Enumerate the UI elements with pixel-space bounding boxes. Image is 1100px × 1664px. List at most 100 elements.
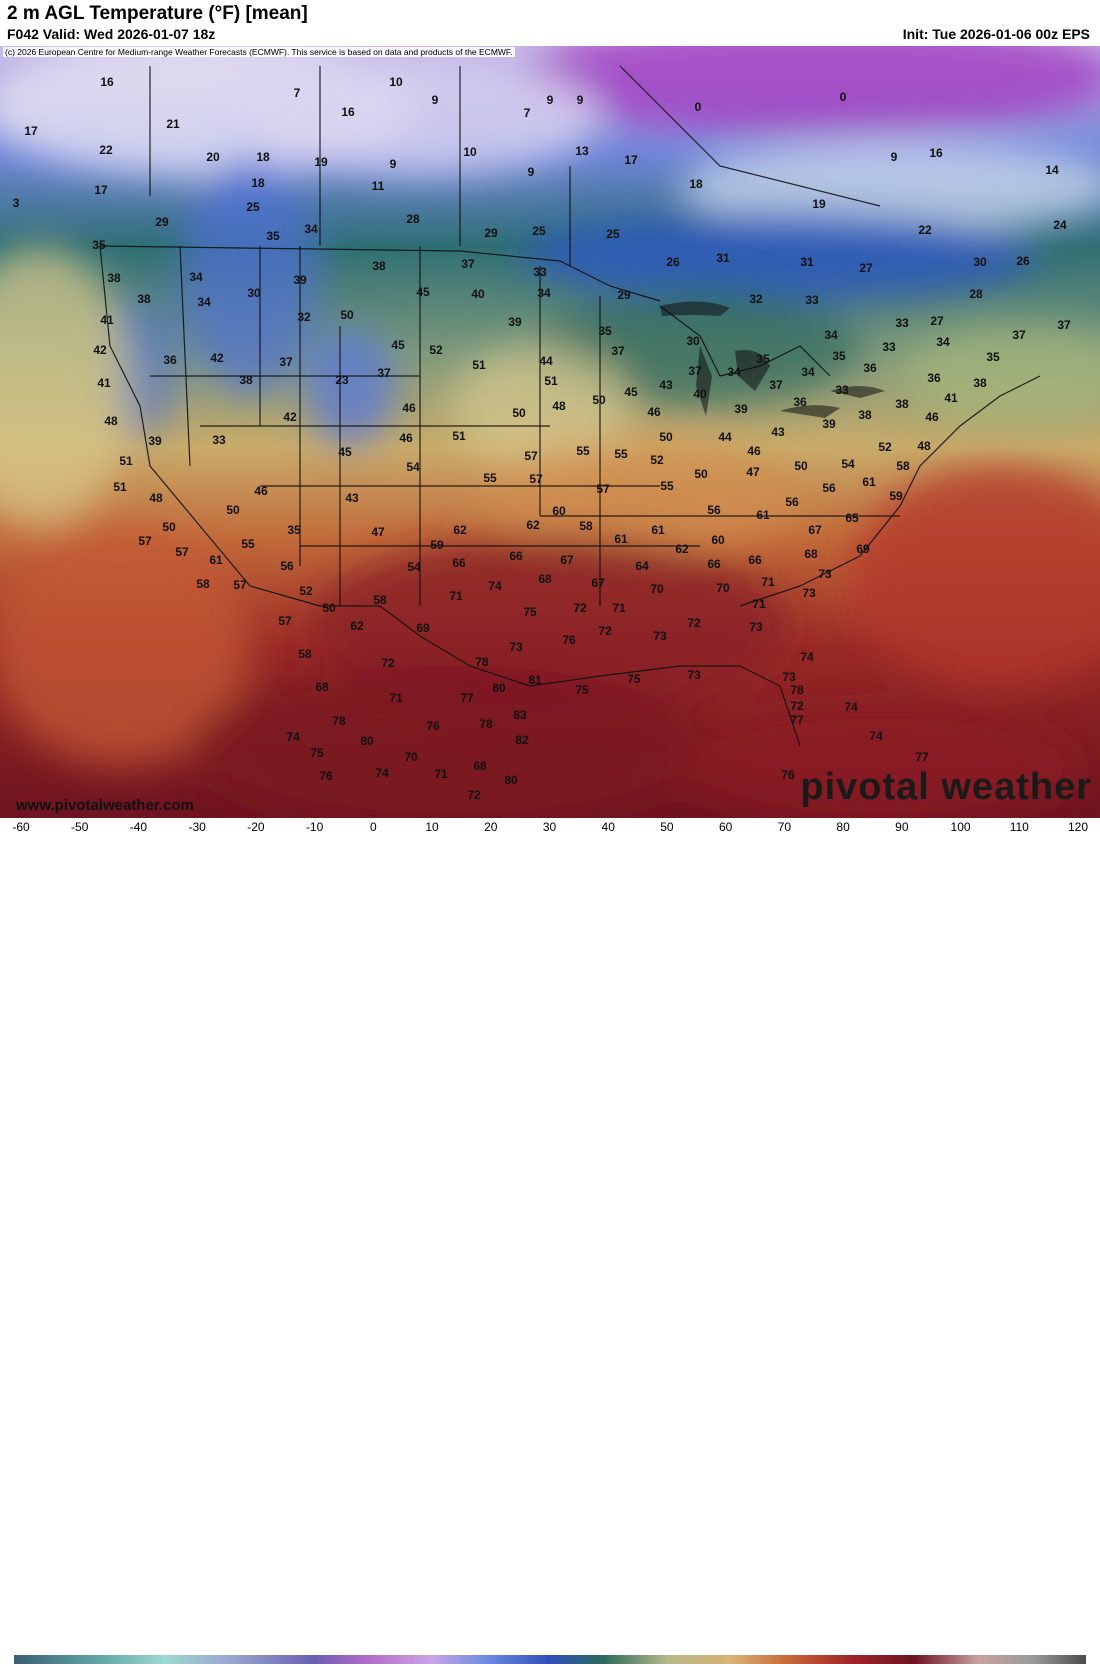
temperature-value: 71: [752, 597, 766, 611]
temperature-value: 38: [973, 376, 987, 390]
temperature-value: 38: [107, 271, 121, 285]
temperature-value: 55: [614, 447, 628, 461]
temperature-value: 41: [944, 391, 958, 405]
temperature-value: 39: [822, 417, 836, 431]
temperature-value: 40: [471, 287, 485, 301]
temperature-value: 34: [304, 222, 318, 236]
temperature-value: 57: [278, 614, 292, 628]
colorbar-tick-label: 110: [1009, 820, 1029, 834]
temperature-value: 57: [596, 482, 610, 496]
temperature-value: 43: [659, 378, 673, 392]
temperature-value: 58: [196, 577, 210, 591]
temperature-value: 28: [969, 287, 983, 301]
temperature-value: 36: [793, 395, 807, 409]
temperature-value: 74: [869, 729, 883, 743]
temperature-value: 60: [711, 533, 725, 547]
temperature-value: 25: [246, 200, 260, 214]
temperature-value: 37: [769, 378, 783, 392]
temperature-value: 55: [660, 479, 674, 493]
temperature-value: 77: [790, 713, 804, 727]
temperature-value: 72: [598, 624, 612, 638]
temperature-value: 37: [461, 257, 475, 271]
temperature-value: 78: [475, 655, 489, 669]
colorbar-tick-label: -20: [247, 820, 265, 834]
temperature-value: 74: [488, 579, 502, 593]
temperature-value: 35: [832, 349, 846, 363]
temperature-value: 50: [340, 308, 354, 322]
temperature-value: 37: [1057, 318, 1071, 332]
temperature-value: 71: [761, 575, 775, 589]
colorbar-tick-label: 40: [601, 820, 615, 834]
temperature-value: 39: [734, 402, 748, 416]
temperature-value: 7: [523, 106, 531, 120]
temperature-value: 61: [756, 508, 770, 522]
temperature-value: 34: [727, 365, 741, 379]
temperature-value: 57: [233, 578, 247, 592]
temperature-value: 73: [653, 629, 667, 643]
temperature-value: 42: [210, 351, 224, 365]
temperature-value: 30: [247, 286, 261, 300]
temperature-value: 39: [508, 315, 522, 329]
temperature-value: 65: [845, 511, 859, 525]
temperature-value: 54: [406, 460, 420, 474]
temperature-value: 56: [822, 481, 836, 495]
colorbar: -60 -50 -40 -30 -20 -10 0 10 20 30 40 50 60 70 80 90 100…: [0, 818, 1100, 1664]
temperature-value: 72: [687, 616, 701, 630]
temperature-value: 9: [431, 93, 439, 107]
temperature-value: 62: [675, 542, 689, 556]
temperature-value: 37: [1012, 328, 1026, 342]
temperature-value: 73: [802, 586, 816, 600]
temperature-value: 60: [552, 504, 566, 518]
temperature-value: 38: [372, 259, 386, 273]
temperature-value: 76: [319, 769, 333, 783]
temperature-value: 45: [338, 445, 352, 459]
temperature-value: 23: [335, 373, 349, 387]
temperature-value: 56: [707, 503, 721, 517]
temperature-value: 69: [416, 621, 430, 635]
temperature-value: 83: [513, 708, 527, 722]
temperature-value: 58: [896, 459, 910, 473]
temperature-value: 22: [918, 223, 932, 237]
temperature-value: 43: [345, 491, 359, 505]
temperature-value: 51: [472, 358, 486, 372]
temperature-value: 66: [509, 549, 523, 563]
temperature-value: 67: [560, 553, 574, 567]
temperature-value: 39: [148, 434, 162, 448]
temperature-value: 76: [781, 768, 795, 782]
temperature-value: 59: [430, 538, 444, 552]
temperature-value: 24: [1053, 218, 1067, 232]
temperature-value: 50: [512, 406, 526, 420]
temperature-value: 80: [360, 734, 374, 748]
temperature-map[interactable]: [0, 46, 1100, 818]
colorbar-tick-label: 50: [660, 820, 674, 834]
temperature-value: 78: [790, 683, 804, 697]
temperature-value: 61: [614, 532, 628, 546]
brand-logo: pivotal weather: [800, 766, 1092, 808]
temperature-value: 41: [97, 376, 111, 390]
temperature-value: 82: [515, 733, 529, 747]
temperature-value: 70: [650, 582, 664, 596]
temperature-value: 61: [651, 523, 665, 537]
colorbar-tick-label: 80: [836, 820, 850, 834]
temperature-value: 29: [155, 215, 169, 229]
temperature-value: 46: [399, 431, 413, 445]
temperature-value: 18: [689, 177, 703, 191]
temperature-value: 76: [426, 719, 440, 733]
temperature-value: 66: [748, 553, 762, 567]
temperature-value: 51: [544, 374, 558, 388]
temperature-value: 71: [612, 601, 626, 615]
website-url[interactable]: www.pivotalweather.com: [16, 797, 194, 814]
temperature-value: 9: [546, 93, 554, 107]
temperature-value: 48: [552, 399, 566, 413]
temperature-value: 34: [936, 335, 950, 349]
temperature-value: 35: [986, 350, 1000, 364]
temperature-value: 9: [576, 93, 584, 107]
temperature-value: 73: [782, 670, 796, 684]
temperature-value: 34: [537, 286, 551, 300]
temperature-value: 26: [666, 255, 680, 269]
init-time: Init: Tue 2026-01-06 00z EPS: [902, 26, 1090, 42]
temperature-value: 42: [93, 343, 107, 357]
temperature-value: 45: [624, 385, 638, 399]
temperature-value: 80: [504, 773, 518, 787]
temperature-value: 54: [841, 457, 855, 471]
